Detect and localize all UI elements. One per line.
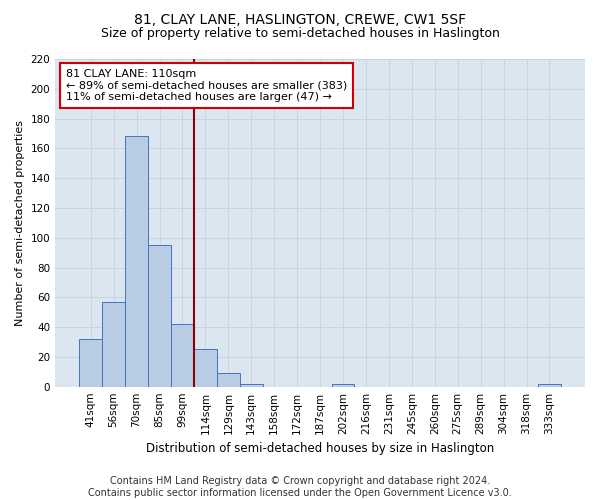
Text: Contains HM Land Registry data © Crown copyright and database right 2024.
Contai: Contains HM Land Registry data © Crown c… xyxy=(88,476,512,498)
Y-axis label: Number of semi-detached properties: Number of semi-detached properties xyxy=(15,120,25,326)
Bar xyxy=(194,350,217,387)
Text: Size of property relative to semi-detached houses in Haslington: Size of property relative to semi-detach… xyxy=(101,28,499,40)
Text: 81, CLAY LANE, HASLINGTON, CREWE, CW1 5SF: 81, CLAY LANE, HASLINGTON, CREWE, CW1 5S… xyxy=(134,12,466,26)
Text: 81 CLAY LANE: 110sqm
← 89% of semi-detached houses are smaller (383)
11% of semi: 81 CLAY LANE: 110sqm ← 89% of semi-detac… xyxy=(66,69,347,102)
Bar xyxy=(79,339,102,386)
Bar xyxy=(240,384,263,386)
Bar xyxy=(332,384,355,386)
Bar xyxy=(102,302,125,386)
Bar xyxy=(148,245,171,386)
Bar xyxy=(538,384,561,386)
X-axis label: Distribution of semi-detached houses by size in Haslington: Distribution of semi-detached houses by … xyxy=(146,442,494,455)
Bar xyxy=(171,324,194,386)
Bar xyxy=(125,136,148,386)
Bar xyxy=(217,374,240,386)
